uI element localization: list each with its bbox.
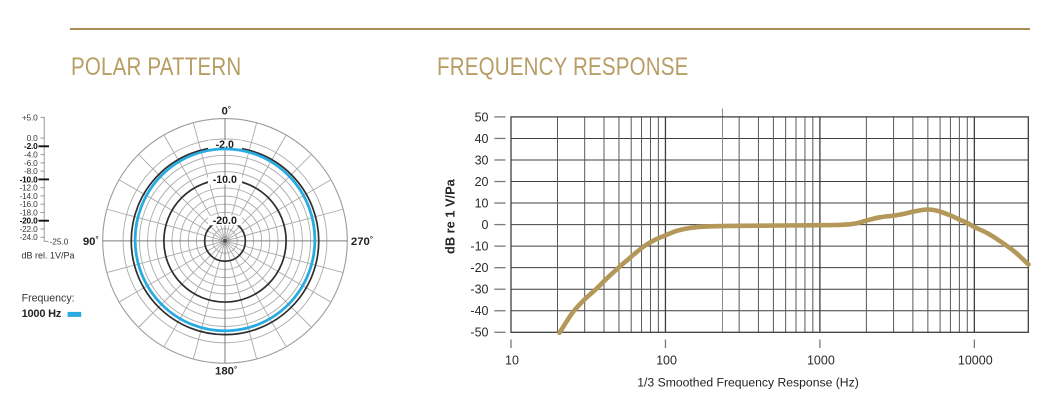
svg-text:-6.0: -6.0 bbox=[24, 158, 38, 168]
svg-text:-4.0: -4.0 bbox=[24, 150, 38, 160]
svg-text:0.0: 0.0 bbox=[27, 133, 39, 143]
svg-text:+5.0: +5.0 bbox=[22, 112, 38, 122]
svg-text:90°: 90° bbox=[83, 235, 99, 248]
svg-text:-22.0: -22.0 bbox=[20, 224, 38, 234]
svg-text:-20: -20 bbox=[470, 261, 488, 275]
svg-text:30: 30 bbox=[475, 153, 489, 167]
svg-text:-25.0: -25.0 bbox=[50, 236, 69, 246]
svg-text:100: 100 bbox=[656, 354, 677, 368]
svg-text:-50: -50 bbox=[470, 326, 488, 340]
svg-text:-10: -10 bbox=[470, 240, 488, 254]
svg-text:0: 0 bbox=[482, 218, 489, 232]
svg-text:-16.0: -16.0 bbox=[20, 199, 38, 209]
svg-text:1/3 Smoothed Frequency Respons: 1/3 Smoothed Frequency Response (Hz) bbox=[637, 375, 859, 389]
svg-text:Frequency:: Frequency: bbox=[22, 292, 75, 304]
svg-text:dB re 1 V/Pa: dB re 1 V/Pa bbox=[443, 178, 458, 254]
svg-text:40: 40 bbox=[475, 132, 489, 146]
svg-text:-2.0: -2.0 bbox=[24, 141, 38, 151]
svg-text:180°: 180° bbox=[215, 364, 237, 377]
svg-text:10: 10 bbox=[505, 354, 519, 368]
svg-text:-12.0: -12.0 bbox=[20, 183, 38, 193]
svg-text:-30: -30 bbox=[470, 283, 488, 297]
svg-text:-20.0: -20.0 bbox=[20, 216, 38, 226]
svg-text:-14.0: -14.0 bbox=[20, 191, 38, 201]
svg-text:-40: -40 bbox=[470, 304, 488, 318]
svg-text:20: 20 bbox=[475, 175, 489, 189]
svg-text:1000 Hz: 1000 Hz bbox=[22, 308, 62, 320]
svg-text:-10.0: -10.0 bbox=[213, 174, 237, 186]
svg-text:dB rel. 1V/Pa: dB rel. 1V/Pa bbox=[22, 250, 75, 260]
svg-text:270°: 270° bbox=[351, 235, 373, 248]
svg-text:-18.0: -18.0 bbox=[20, 207, 38, 217]
svg-text:-10.0: -10.0 bbox=[20, 174, 38, 184]
svg-text:10000: 10000 bbox=[958, 354, 993, 368]
svg-text:1000: 1000 bbox=[807, 354, 835, 368]
svg-text:0°: 0° bbox=[222, 104, 231, 117]
svg-text:10: 10 bbox=[475, 197, 489, 211]
svg-text:-20.0: -20.0 bbox=[213, 215, 237, 227]
svg-text:50: 50 bbox=[475, 110, 489, 124]
svg-text:-8.0: -8.0 bbox=[24, 166, 38, 176]
svg-text:-24.0: -24.0 bbox=[20, 232, 38, 242]
